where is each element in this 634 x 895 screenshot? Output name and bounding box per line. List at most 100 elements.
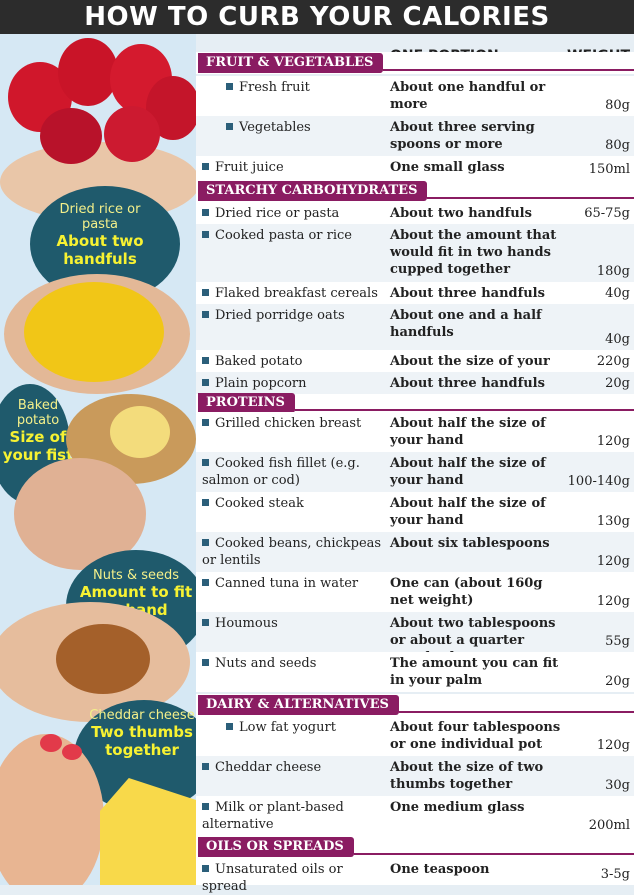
food-cell: Cooked steak <box>196 492 390 512</box>
food-cell: Plain popcorn <box>196 372 390 392</box>
weight-cell: 120g <box>596 738 630 753</box>
portion-cell: About half the size of your hand <box>390 416 546 448</box>
bullet-icon <box>202 289 209 296</box>
food-name: Cooked steak <box>215 496 304 511</box>
food-name: Flaked breakfast cereals <box>215 286 378 301</box>
table-row: Vegetables About three serving spoons or … <box>196 116 634 156</box>
food-name: Dried porridge oats <box>215 308 345 323</box>
weight-cell: 20g <box>605 376 630 391</box>
strawberry-icon <box>58 38 118 106</box>
weight-cell: 40g <box>605 332 630 347</box>
bullet-icon <box>226 83 233 90</box>
bullet-icon <box>202 419 209 426</box>
food-cell: Cheddar cheese <box>196 756 390 776</box>
food-name: Fruit juice <box>215 160 284 175</box>
food-cell: Cooked fish fillet (e.g. salmon or cod) <box>196 452 390 489</box>
bullet-icon <box>202 763 209 770</box>
food-cell: Cooked pasta or rice <box>196 224 390 244</box>
food-name: Milk or plant-based alternative <box>202 800 344 832</box>
table-row: Grilled chicken breast About half the siz… <box>196 412 634 452</box>
caption-small: Cheddar cheese <box>89 708 195 723</box>
food-cell: Canned tuna in water <box>196 572 390 592</box>
bullet-icon <box>202 579 209 586</box>
food-cell: Milk or plant-based alternative <box>196 796 390 833</box>
table-row: Nuts and seeds The amount you can fit in … <box>196 652 634 692</box>
portion-cell: About half the size of your hand <box>390 456 546 488</box>
portion-cell: One can (about 160g net weight) <box>390 576 543 608</box>
table-row: Cooked pasta or rice About the amount tha… <box>196 224 634 282</box>
bullet-icon <box>202 459 209 466</box>
thumbs-illustration <box>0 734 104 885</box>
cheese-icon <box>100 778 196 885</box>
portion-cell: About six tablespoons <box>390 536 550 551</box>
food-cell: Flaked breakfast cereals <box>196 282 390 302</box>
section-divider <box>383 69 634 71</box>
food-name: Cheddar cheese <box>215 760 322 775</box>
food-name: Cooked fish fillet (e.g. salmon or cod) <box>202 456 360 488</box>
section-title: STARCHY CARBOHYDRATES <box>198 181 428 201</box>
food-cell: Cooked beans, chickpeas or lentils <box>196 532 390 569</box>
potato-inside <box>110 406 170 458</box>
section-header: FRUIT & VEGETABLES <box>196 52 634 74</box>
weight-cell: 30g <box>605 778 630 793</box>
bullet-icon <box>202 357 209 364</box>
caption-big: Size of your fist <box>2 428 74 464</box>
food-name: Canned tuna in water <box>215 576 359 591</box>
table-row: Unsaturated oils or spread One teaspoon 3-… <box>196 858 634 894</box>
strawberry-icon <box>104 106 160 162</box>
portion-cell: About one handful or more <box>390 80 546 112</box>
section-title: PROTEINS <box>198 393 295 413</box>
strawberry-icon <box>40 108 102 164</box>
caption-big: About two handfuls <box>56 232 144 268</box>
bullet-icon <box>226 123 233 130</box>
section-header: STARCHY CARBOHYDRATES <box>196 180 634 202</box>
weight-cell: 120g <box>596 434 630 449</box>
table-row: Milk or plant-based alternative One mediu… <box>196 796 634 836</box>
illustration-sidebar: Dried rice or pasta About two handfuls B… <box>0 34 196 885</box>
caption-big: Two thumbs together <box>91 723 193 759</box>
weight-cell: 200ml <box>588 818 630 833</box>
weight-cell: 65-75g <box>584 206 630 221</box>
weight-cell: 120g <box>596 554 630 569</box>
page-title: HOW TO CURB YOUR CALORIES <box>0 0 634 34</box>
section-divider <box>294 409 634 411</box>
food-name: Vegetables <box>239 120 311 135</box>
food-name: Grilled chicken breast <box>215 416 362 431</box>
section-title: FRUIT & VEGETABLES <box>198 53 384 73</box>
food-cell: Low fat yogurt <box>196 716 390 736</box>
weight-cell: 150ml <box>588 162 630 177</box>
bullet-icon <box>202 209 209 216</box>
table-row: Dried rice or pasta About two handfuls 65-… <box>196 202 634 224</box>
pasta-icon <box>24 282 164 382</box>
food-cell: Fresh fruit <box>196 76 390 96</box>
food-cell: Baked potato <box>196 350 390 370</box>
bullet-icon <box>202 619 209 626</box>
section-header: PROTEINS <box>196 393 634 413</box>
weight-cell: 40g <box>605 286 630 301</box>
weight-cell: 100-140g <box>567 474 630 489</box>
table-row: Plain popcorn About three handfuls 20g <box>196 372 634 394</box>
table-row: Fruit juice One small glass 150ml <box>196 156 634 180</box>
table-row: Flaked breakfast cereals About three hand… <box>196 282 634 304</box>
nuts-icon <box>56 624 150 694</box>
bullet-icon <box>202 865 209 872</box>
weight-cell: 120g <box>596 594 630 609</box>
food-name: Dried rice or pasta <box>215 206 340 221</box>
table-row: Dried porridge oats About one and a half … <box>196 304 634 350</box>
section-divider <box>398 711 634 713</box>
table-row: Cooked beans, chickpeas or lentils About … <box>196 532 634 572</box>
portion-cell: About four tablespoons or one individual… <box>390 720 561 752</box>
table-row: Cooked fish fillet (e.g. salmon or cod) A… <box>196 452 634 492</box>
portion-cell: About two handfuls <box>390 206 532 221</box>
bullet-icon <box>202 539 209 546</box>
weight-cell: 220g <box>596 354 630 369</box>
bullet-icon <box>202 803 209 810</box>
table-row: Canned tuna in water One can (about 160g … <box>196 572 634 612</box>
food-name: Fresh fruit <box>239 80 310 95</box>
food-name: Plain popcorn <box>215 376 307 391</box>
portion-cell: One teaspoon <box>390 862 490 877</box>
portion-cell: One medium glass <box>390 800 525 815</box>
table-row: Cooked steak About half the size of your … <box>196 492 634 532</box>
food-name: Cooked pasta or rice <box>215 228 352 243</box>
